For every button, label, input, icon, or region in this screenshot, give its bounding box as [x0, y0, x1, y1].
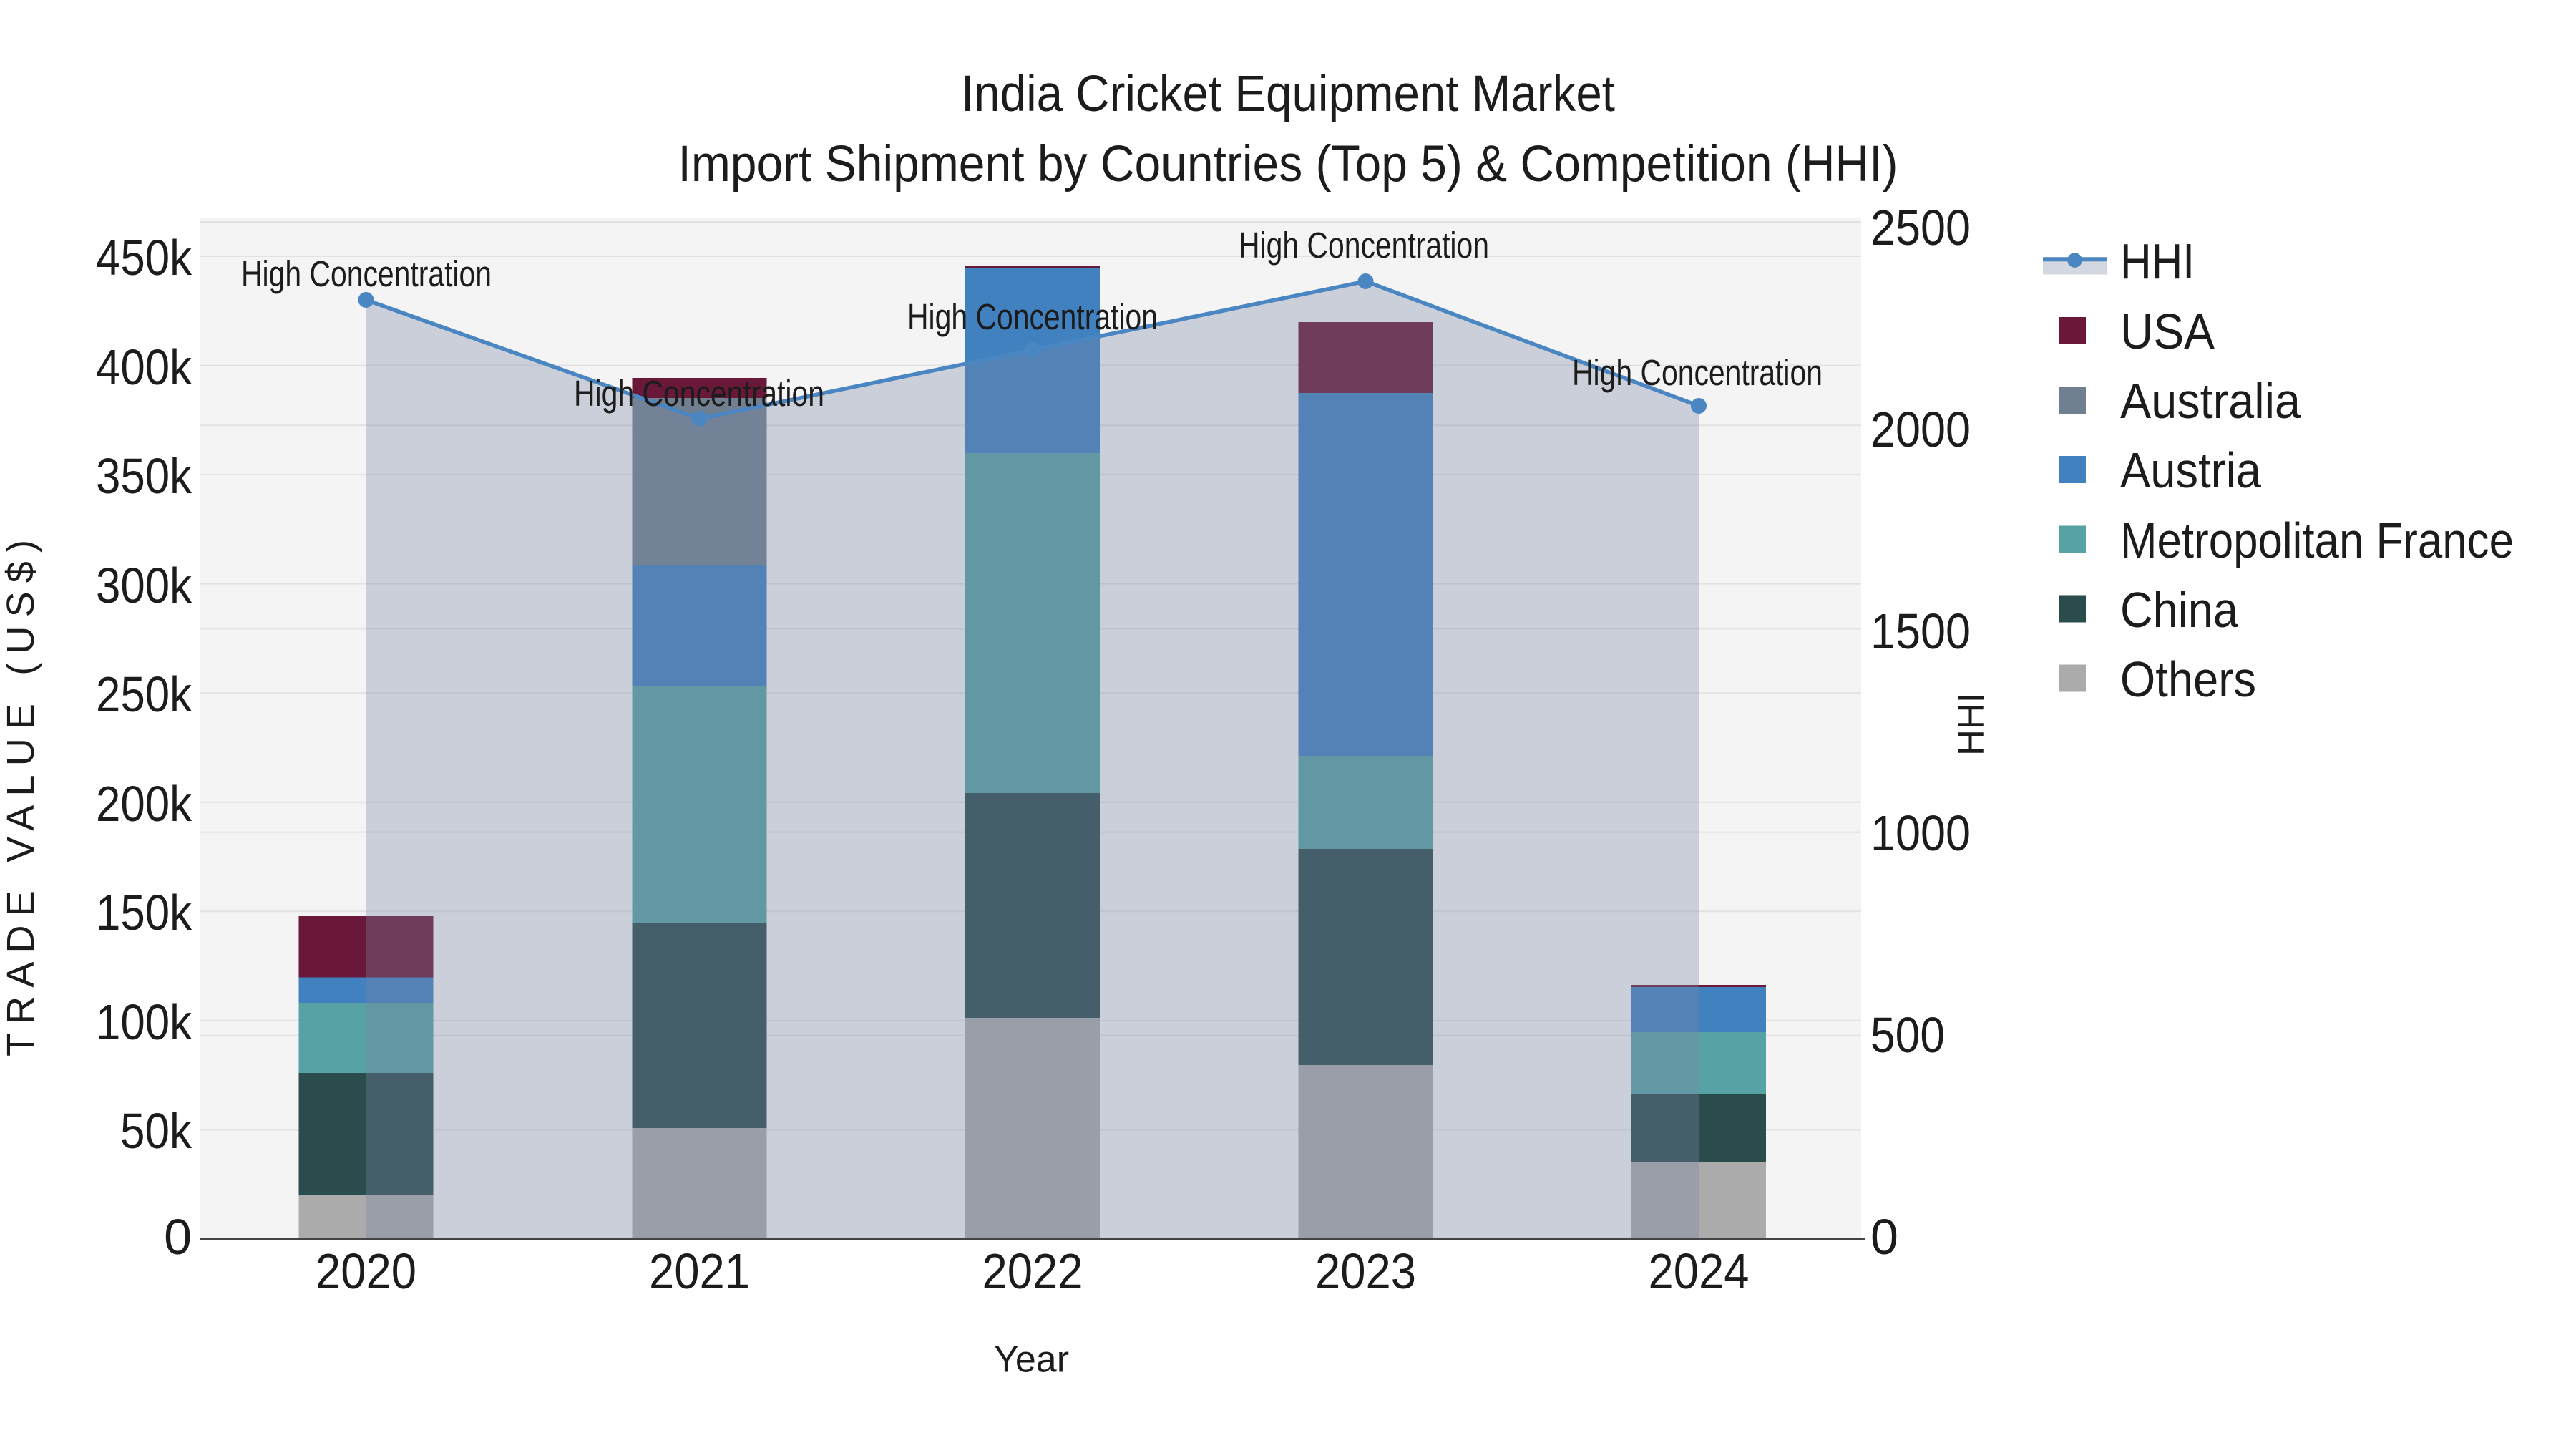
svg-text:High Concentration: High Concentration: [1239, 225, 1489, 266]
svg-text:0: 0: [164, 1209, 192, 1265]
svg-text:2022: 2022: [982, 1243, 1083, 1299]
svg-text:High Concentration: High Concentration: [1572, 352, 1823, 393]
svg-text:USA: USA: [2120, 303, 2215, 359]
svg-text:Import Shipment by Countries (: Import Shipment by Countries (Top 5) & C…: [678, 136, 1898, 193]
svg-text:2023: 2023: [1315, 1243, 1416, 1299]
svg-text:China: China: [2120, 582, 2238, 638]
svg-text:450k: 450k: [96, 230, 192, 286]
svg-text:Others: Others: [2120, 651, 2256, 707]
svg-text:500: 500: [1870, 1007, 1945, 1063]
svg-text:Austria: Austria: [2120, 442, 2261, 498]
svg-text:1000: 1000: [1870, 805, 1971, 861]
svg-text:Year: Year: [994, 1339, 1069, 1381]
svg-text:200k: 200k: [96, 776, 192, 832]
svg-text:300k: 300k: [96, 558, 192, 613]
svg-text:Australia: Australia: [2120, 373, 2301, 429]
svg-text:HHI: HHI: [2120, 233, 2195, 289]
svg-text:350k: 350k: [96, 448, 192, 504]
svg-text:TRADE VALUE (US$): TRADE VALUE (US$): [0, 540, 42, 1056]
svg-text:2020: 2020: [316, 1243, 416, 1299]
svg-text:50k: 50k: [120, 1103, 192, 1159]
svg-text:2021: 2021: [649, 1243, 750, 1299]
svg-text:250k: 250k: [96, 666, 192, 722]
svg-text:400k: 400k: [96, 339, 192, 395]
svg-text:Metropolitan France: Metropolitan France: [2120, 512, 2514, 568]
svg-text:150k: 150k: [96, 885, 192, 941]
svg-text:High Concentration: High Concentration: [907, 296, 1158, 337]
svg-text:1500: 1500: [1870, 603, 1971, 659]
svg-text:HHI: HHI: [1951, 693, 1991, 756]
svg-text:India Cricket Equipment Market: India Cricket Equipment Market: [961, 66, 1615, 122]
svg-text:High Concentration: High Concentration: [241, 253, 492, 294]
svg-text:0: 0: [1870, 1209, 1898, 1265]
svg-text:100k: 100k: [96, 994, 192, 1050]
svg-text:2500: 2500: [1870, 200, 1971, 256]
svg-text:2024: 2024: [1649, 1243, 1750, 1299]
svg-text:2000: 2000: [1870, 402, 1971, 457]
svg-text:High Concentration: High Concentration: [574, 373, 824, 414]
